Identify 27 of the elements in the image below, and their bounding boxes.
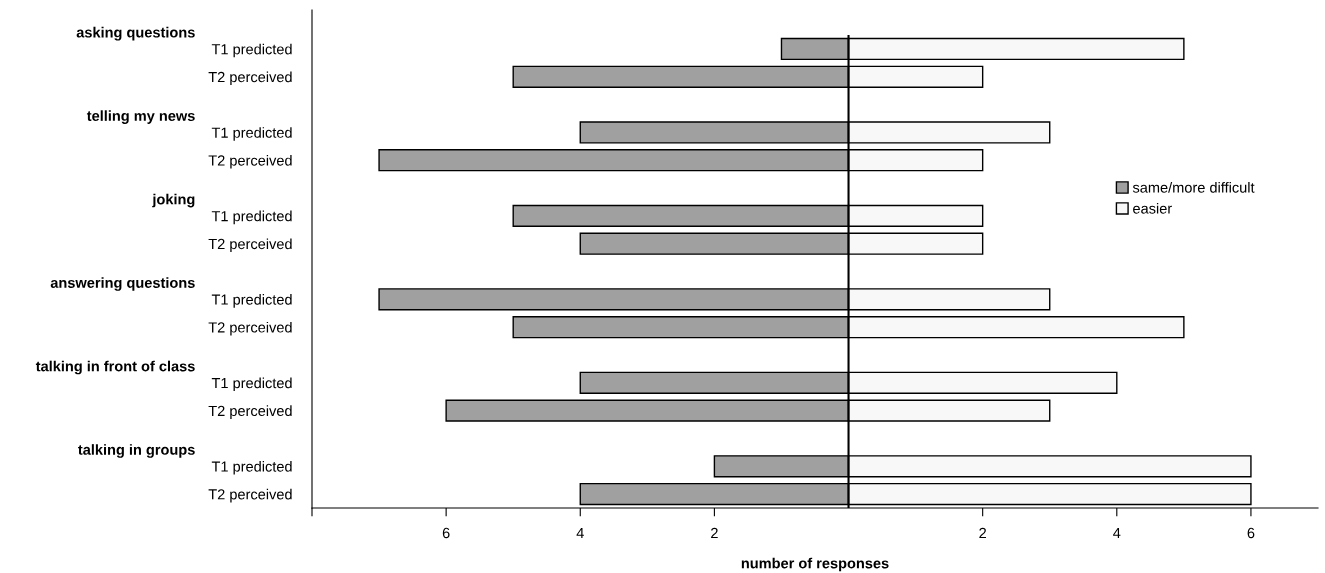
x-tick-label: 4	[1113, 527, 1121, 539]
y-tick-label: T1 predicted	[211, 210, 292, 225]
y-tick-label: T1 predicted	[211, 43, 292, 58]
x-tick-label: 6	[442, 527, 450, 539]
x-tick-label: 2	[711, 527, 718, 539]
y-tick-label: T1 predicted	[211, 294, 292, 308]
x-tick-label: 6	[1247, 527, 1255, 539]
x-tick-label: 2	[979, 527, 986, 539]
text: answering questions	[50, 277, 195, 291]
text: telling my news	[86, 110, 195, 124]
text: talking in groups	[78, 444, 195, 458]
text: talking in front of class	[35, 360, 195, 375]
y-tick-label: T1 predicted	[211, 460, 292, 475]
x-axis-title: number of responses	[741, 557, 889, 572]
x-tick-label: 4	[576, 527, 584, 539]
legend-label: easier	[1133, 202, 1172, 214]
y-tick-label: T2 perceived	[208, 238, 292, 253]
y-tick-label: T2 perceived	[208, 405, 292, 419]
y-tick-label: T1 predicted	[211, 127, 292, 141]
text: joking	[152, 193, 195, 208]
y-tick-label: T2 perceived	[208, 488, 292, 503]
text: asking questions	[76, 26, 195, 41]
legend-label: same/more difficult	[1132, 182, 1255, 193]
y-tick-label: T2 perceived	[208, 71, 292, 86]
y-tick-label: T2 perceived	[208, 154, 292, 169]
y-tick-label: T1 predicted	[211, 377, 292, 392]
y-tick-label: T2 perceived	[208, 321, 292, 336]
